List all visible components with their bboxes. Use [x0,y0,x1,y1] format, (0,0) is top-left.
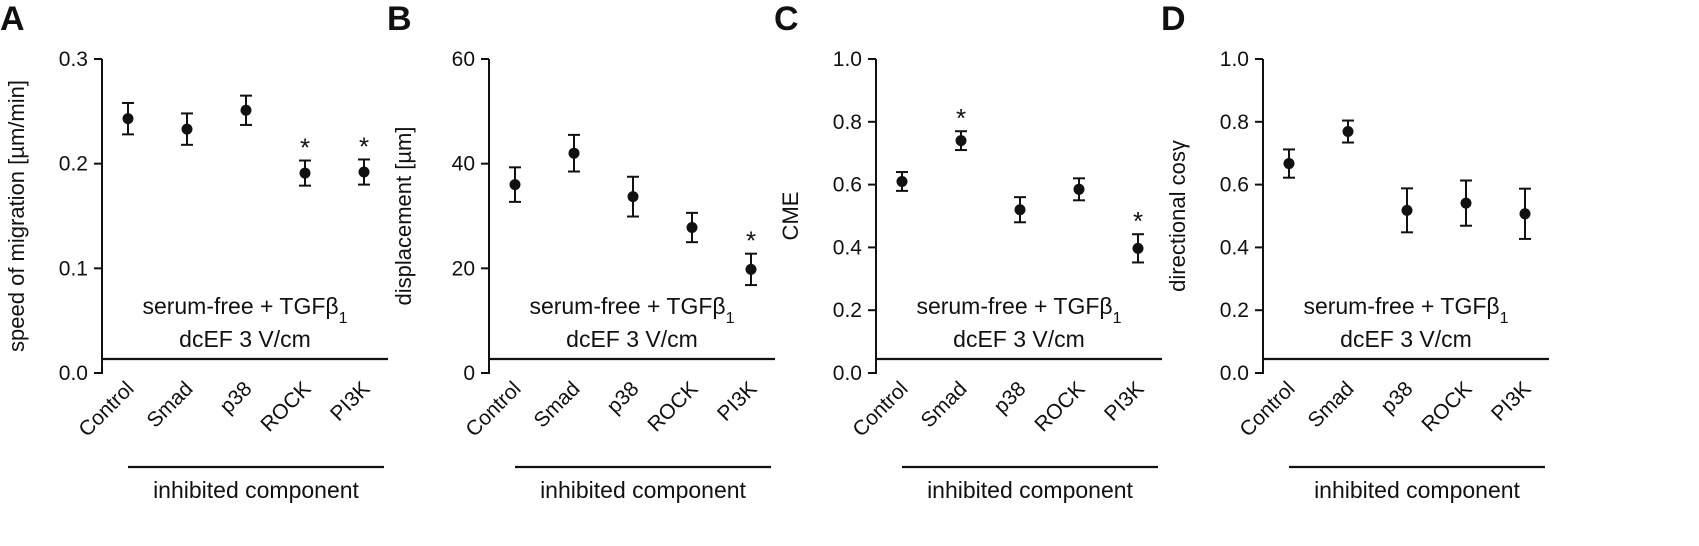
category-label: p38 [989,377,1030,418]
data-point [1460,197,1472,209]
condition-subscript: 1 [1113,310,1122,327]
panel-letter: D [1161,0,1186,38]
condition-subscript: 1 [726,310,735,327]
group-label: inhibited component [927,477,1133,503]
category-label: PI3K [713,377,761,425]
data-point [509,179,521,191]
category-label: Smad [916,377,971,432]
condition-field-label: dcEF 3 V/cm [1340,326,1472,352]
category-label: Smad [1303,377,1358,432]
category-label: PI3K [326,377,374,425]
y-tick-label: 0.2 [1220,299,1249,322]
significance-marker: * [300,133,310,163]
data-point [568,147,580,159]
y-tick-label: 0.6 [833,174,862,197]
category-label: ROCK [1030,377,1089,436]
panel-b: B 0 20 40 60 displacement [µm] serum-free + TG… [387,0,775,503]
y-axis-label: CME [778,192,803,241]
category-label: Control [1235,377,1299,441]
y-tick-label: 0.8 [833,111,862,134]
y-tick-label: 0.1 [59,257,88,280]
condition-field-label: dcEF 3 V/cm [179,326,311,352]
data-point [358,166,370,178]
y-tick-label: 20 [452,257,475,280]
data-point [1132,242,1144,254]
condition-subscript: 1 [339,310,348,327]
significance-marker: * [746,226,756,256]
significance-marker: * [1133,206,1143,236]
panel-a: A 0.0 0.1 0.2 0.3 speed of migration [µm/min]… [0,0,388,503]
data-point [627,191,639,203]
condition-label: serum-free + TGFβ1 [142,293,347,327]
condition-label: serum-free + TGFβ1 [529,293,734,327]
data-point [299,167,311,179]
group-label: inhibited component [1314,477,1520,503]
y-tick-label: 0 [463,362,475,385]
y-tick-label: 1.0 [1220,48,1249,71]
condition-field-label: dcEF 3 V/cm [566,326,698,352]
category-label: p38 [1376,377,1417,418]
data-point [955,135,967,147]
category-label: PI3K [1100,377,1148,425]
y-tick-label: 0.6 [1220,174,1249,197]
significance-marker: * [956,103,966,133]
data-point [1073,183,1085,195]
y-tick-label: 0.0 [59,362,88,385]
significance-marker: * [359,131,369,161]
y-tick-label: 0.8 [1220,111,1249,134]
group-label: inhibited component [153,477,359,503]
category-label: Smad [529,377,584,432]
category-label: ROCK [643,377,702,436]
data-point [122,113,134,125]
y-tick-label: 40 [452,153,475,176]
condition-subscript: 1 [1500,310,1509,327]
panel-letter: B [387,0,412,38]
data-point [745,263,757,275]
y-tick-label: 0.4 [833,236,863,259]
data-point [896,175,908,187]
data-point [240,104,252,116]
panel-letter: A [0,0,25,38]
category-label: Smad [142,377,197,432]
y-tick-label: 0.2 [59,153,88,176]
data-point [1283,158,1295,170]
y-tick-label: 60 [452,48,475,71]
category-label: ROCK [1417,377,1476,436]
condition-field-label: dcEF 3 V/cm [953,326,1085,352]
y-tick-label: 0.4 [1220,236,1250,259]
category-label: p38 [602,377,643,418]
data-point [686,222,698,234]
category-label: Control [74,377,138,441]
category-label: p38 [215,377,256,418]
category-label: PI3K [1487,377,1535,425]
category-label: ROCK [256,377,315,436]
data-point [1401,204,1413,216]
y-tick-label: 0.3 [59,48,88,71]
group-label: inhibited component [540,477,746,503]
data-point [1014,204,1026,216]
condition-label: serum-free + TGFβ1 [1303,293,1508,327]
panel-c: C 0.0 0.2 0.4 0.6 0.8 1.0 CME serum-free + TGFβ1… [774,0,1162,503]
data-point [1342,126,1354,138]
y-tick-label: 0.0 [1220,362,1249,385]
y-axis-label: speed of migration [µm/min] [4,80,29,352]
category-label: Control [461,377,525,441]
y-tick-label: 1.0 [833,48,862,71]
panel-letter: C [774,0,799,38]
category-label: Control [848,377,912,441]
y-axis-label: displacement [µm] [391,127,416,306]
condition-label: serum-free + TGFβ1 [916,293,1121,327]
data-point [181,123,193,135]
y-axis-label: directional cosγ [1165,140,1190,292]
data-point [1519,208,1531,220]
y-tick-label: 0.2 [833,299,862,322]
panel-d: D 0.0 0.2 0.4 0.6 0.8 1.0 directional cosγ serum… [1161,0,1549,503]
y-tick-label: 0.0 [833,362,862,385]
